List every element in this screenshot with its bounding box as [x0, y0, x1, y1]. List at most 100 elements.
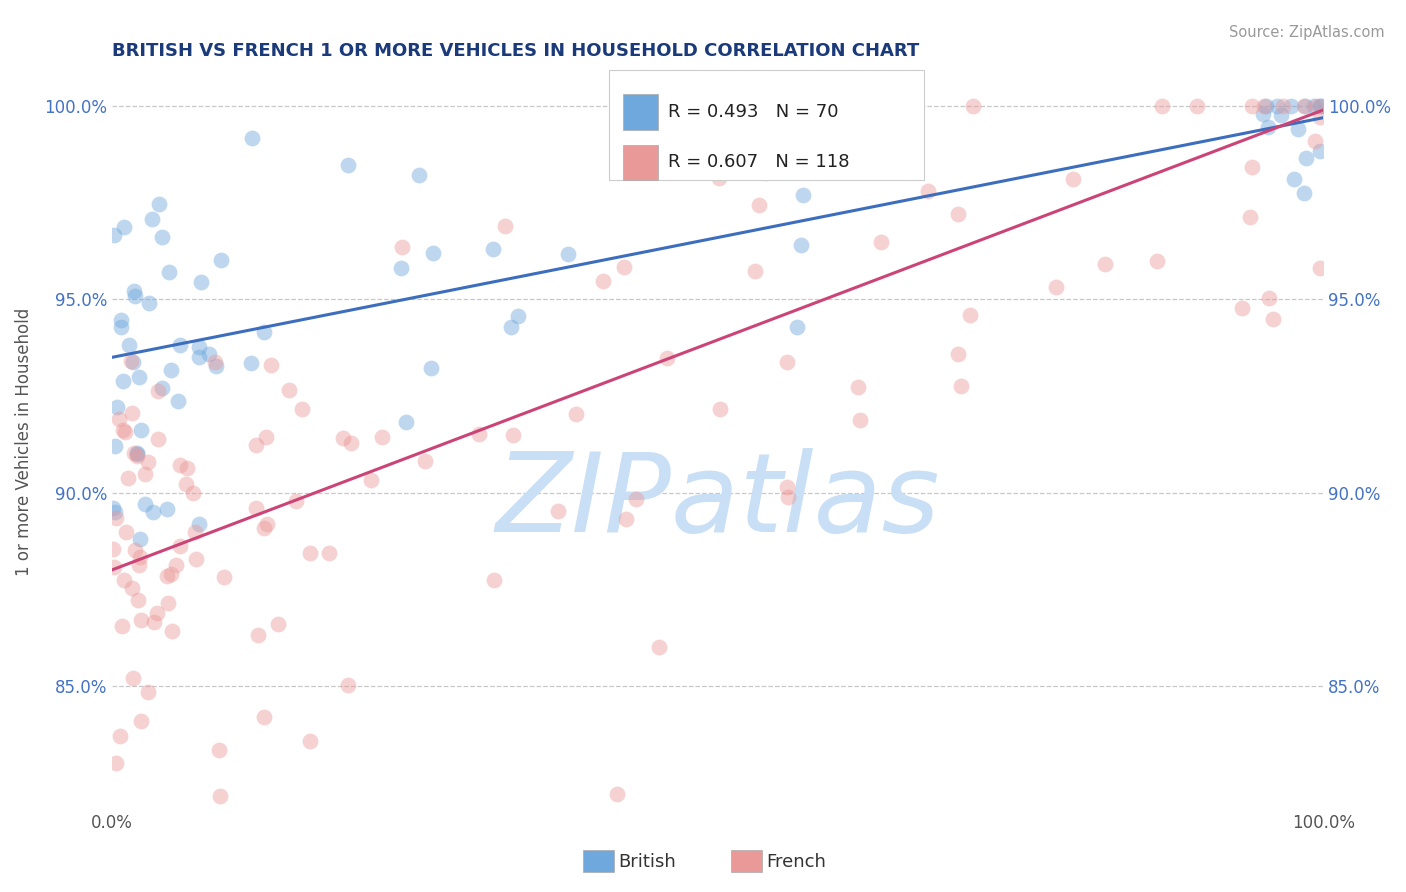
- Point: [108, 729, 131, 743]
- Point: [1309, 110, 1331, 124]
- Point: [165, 558, 187, 573]
- Point: [112, 573, 135, 587]
- Point: [298, 734, 321, 748]
- Point: [1272, 99, 1295, 113]
- Point: [849, 413, 872, 427]
- Point: [1146, 254, 1168, 268]
- Point: [846, 380, 869, 394]
- Point: [239, 355, 262, 369]
- Point: [744, 264, 766, 278]
- Point: [792, 188, 814, 202]
- Y-axis label: 1 or more Vehicles in Household: 1 or more Vehicles in Household: [15, 309, 32, 576]
- Point: [169, 458, 191, 472]
- Point: [110, 320, 132, 334]
- Point: [291, 402, 314, 417]
- Point: [152, 230, 174, 244]
- Point: [254, 430, 277, 444]
- Point: [108, 412, 131, 426]
- Text: British: British: [619, 853, 676, 871]
- Point: [240, 130, 263, 145]
- Point: [129, 714, 152, 729]
- Point: [1251, 107, 1274, 121]
- Point: [1257, 291, 1279, 305]
- Point: [340, 436, 363, 450]
- Point: [167, 394, 190, 409]
- Point: [141, 212, 163, 227]
- Point: [1239, 211, 1261, 225]
- Point: [253, 520, 276, 534]
- Point: [502, 427, 524, 442]
- Point: [613, 260, 636, 275]
- Point: [198, 347, 221, 361]
- Point: [122, 446, 145, 460]
- Point: [506, 309, 529, 323]
- Point: [648, 640, 671, 655]
- Point: [207, 742, 229, 756]
- Point: [337, 157, 360, 171]
- Point: [776, 491, 799, 505]
- Point: [624, 491, 647, 506]
- Point: [360, 473, 382, 487]
- Point: [592, 274, 614, 288]
- Point: [1241, 160, 1264, 174]
- Point: [245, 438, 267, 452]
- Point: [748, 198, 770, 212]
- Point: [105, 756, 128, 771]
- Point: [565, 407, 588, 421]
- Point: [169, 338, 191, 352]
- Point: [121, 581, 143, 595]
- Point: [775, 355, 797, 369]
- Point: [114, 425, 136, 440]
- Point: [709, 170, 731, 185]
- Point: [129, 423, 152, 437]
- Point: [1265, 99, 1288, 113]
- Point: [122, 354, 145, 368]
- Point: [468, 426, 491, 441]
- Text: R = 0.493   N = 70: R = 0.493 N = 70: [668, 103, 838, 121]
- Point: [790, 238, 813, 252]
- Point: [204, 354, 226, 368]
- Point: [160, 362, 183, 376]
- Point: [156, 568, 179, 582]
- Point: [285, 494, 308, 508]
- Point: [145, 606, 167, 620]
- Point: [299, 546, 322, 560]
- Point: [1253, 99, 1275, 113]
- Point: [245, 501, 267, 516]
- Text: ZIPatlas: ZIPatlas: [495, 448, 939, 555]
- Point: [256, 516, 278, 531]
- Point: [103, 541, 125, 556]
- Point: [188, 350, 211, 364]
- Point: [136, 685, 159, 699]
- Point: [143, 615, 166, 629]
- Point: [181, 486, 204, 500]
- Point: [121, 671, 143, 685]
- Point: [1306, 99, 1329, 113]
- Point: [336, 678, 359, 692]
- Point: [260, 358, 283, 372]
- Point: [134, 467, 156, 482]
- Point: [501, 319, 523, 334]
- Point: [176, 476, 198, 491]
- Point: [138, 296, 160, 310]
- Point: [112, 220, 135, 235]
- Point: [128, 558, 150, 573]
- Point: [838, 156, 860, 170]
- Point: [318, 546, 340, 560]
- Point: [1185, 99, 1208, 113]
- Point: [614, 512, 637, 526]
- Point: [1309, 99, 1331, 113]
- Text: French: French: [766, 853, 827, 871]
- Point: [127, 593, 149, 607]
- Point: [657, 351, 679, 365]
- Point: [156, 501, 179, 516]
- Point: [408, 169, 430, 183]
- Point: [481, 242, 503, 256]
- Point: [893, 103, 915, 118]
- Point: [104, 439, 127, 453]
- Point: [1310, 99, 1333, 113]
- Point: [120, 354, 142, 368]
- Point: [948, 347, 970, 361]
- Point: [160, 624, 183, 639]
- Point: [1292, 186, 1315, 201]
